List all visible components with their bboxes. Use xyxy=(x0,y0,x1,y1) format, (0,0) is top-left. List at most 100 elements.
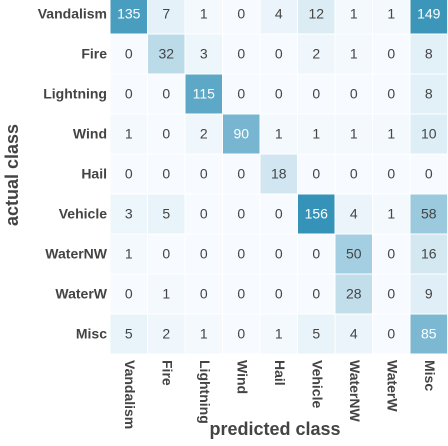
cell-label: 0 xyxy=(125,286,133,302)
y-tick-label: Hail xyxy=(81,166,107,182)
cell xyxy=(335,34,372,74)
cell xyxy=(185,154,222,194)
cell-label: 0 xyxy=(275,86,283,102)
cell xyxy=(335,234,372,274)
cell xyxy=(298,194,335,234)
cell xyxy=(223,234,260,274)
x-axis-title: predicted class xyxy=(209,419,340,439)
cell-label: 1 xyxy=(387,206,395,222)
x-tick-label: Hail xyxy=(272,360,288,386)
cell-label: 0 xyxy=(312,166,320,182)
cell xyxy=(110,234,147,274)
cell-label: 0 xyxy=(312,286,320,302)
cell xyxy=(185,234,222,274)
cell-label: 8 xyxy=(425,86,433,102)
cell-label: 5 xyxy=(125,326,133,342)
cell xyxy=(223,0,260,34)
cell xyxy=(335,74,372,114)
cell xyxy=(335,0,372,34)
cell-label: 0 xyxy=(237,86,245,102)
y-tick-label: Wind xyxy=(73,126,107,142)
cell xyxy=(410,194,447,234)
y-tick-label: Vehicle xyxy=(59,206,107,222)
cell-label: 8 xyxy=(425,46,433,62)
cell-label: 7 xyxy=(162,6,170,22)
cell xyxy=(148,0,185,34)
cell xyxy=(148,314,185,354)
cell xyxy=(260,154,297,194)
cell xyxy=(410,314,447,354)
cell-label: 0 xyxy=(312,86,320,102)
cell xyxy=(148,274,185,314)
cell xyxy=(298,74,335,114)
cell-label: 0 xyxy=(275,46,283,62)
y-tick-label: Misc xyxy=(76,326,107,342)
cell-label: 149 xyxy=(417,6,441,22)
cell xyxy=(185,34,222,74)
cell-label: 3 xyxy=(200,46,208,62)
cell-label: 1 xyxy=(387,6,395,22)
cell-label: 3 xyxy=(125,206,133,222)
x-tick-label: Wind xyxy=(235,360,251,394)
cell xyxy=(148,114,185,154)
cell xyxy=(148,154,185,194)
cell-label: 1 xyxy=(350,6,358,22)
cell xyxy=(298,114,335,154)
cell-label: 0 xyxy=(237,46,245,62)
cell-label: 4 xyxy=(275,6,283,22)
cell xyxy=(298,34,335,74)
y-tick-label: WaterNW xyxy=(45,246,107,262)
cell-label: 5 xyxy=(312,326,320,342)
cell-label: 2 xyxy=(200,126,208,142)
cell-label: 0 xyxy=(387,166,395,182)
cell xyxy=(410,154,447,194)
cell xyxy=(110,154,147,194)
cell xyxy=(223,34,260,74)
x-tick-label: Misc xyxy=(422,360,438,391)
cell xyxy=(335,114,372,154)
cell xyxy=(410,74,447,114)
cell-label: 1 xyxy=(275,326,283,342)
cell-label: 0 xyxy=(162,86,170,102)
cell xyxy=(110,74,147,114)
cell xyxy=(260,194,297,234)
cell xyxy=(185,194,222,234)
cell xyxy=(298,0,335,34)
cell-label: 0 xyxy=(200,206,208,222)
cell xyxy=(410,34,447,74)
cell-label: 0 xyxy=(275,206,283,222)
cell-label: 1 xyxy=(312,126,320,142)
cell-label: 0 xyxy=(125,46,133,62)
cell xyxy=(373,114,410,154)
cell xyxy=(260,274,297,314)
cell xyxy=(260,234,297,274)
cell xyxy=(373,154,410,194)
cell xyxy=(260,114,297,154)
cell xyxy=(298,314,335,354)
x-tick-label: Vehicle xyxy=(310,360,326,408)
cell xyxy=(110,314,147,354)
y-axis-title: actual class xyxy=(2,124,22,226)
cell-label: 58 xyxy=(421,206,437,222)
cell xyxy=(148,74,185,114)
cell-label: 1 xyxy=(350,126,358,142)
cell xyxy=(110,274,147,314)
cell-label: 0 xyxy=(312,246,320,262)
cell xyxy=(335,194,372,234)
cell-label: 0 xyxy=(237,326,245,342)
cell-label: 0 xyxy=(237,6,245,22)
cell xyxy=(223,154,260,194)
cell xyxy=(410,274,447,314)
cell-label: 135 xyxy=(117,6,141,22)
cell xyxy=(373,234,410,274)
cell-label: 0 xyxy=(125,166,133,182)
cell-label: 12 xyxy=(308,6,324,22)
cell-label: 115 xyxy=(193,86,216,102)
cell-label: 0 xyxy=(200,166,208,182)
x-tick-label: WaterNW xyxy=(347,360,363,422)
cell-label: 0 xyxy=(275,246,283,262)
y-tick-label: Fire xyxy=(81,46,107,62)
cell-label: 18 xyxy=(271,166,287,182)
cell xyxy=(223,194,260,234)
cell xyxy=(373,34,410,74)
